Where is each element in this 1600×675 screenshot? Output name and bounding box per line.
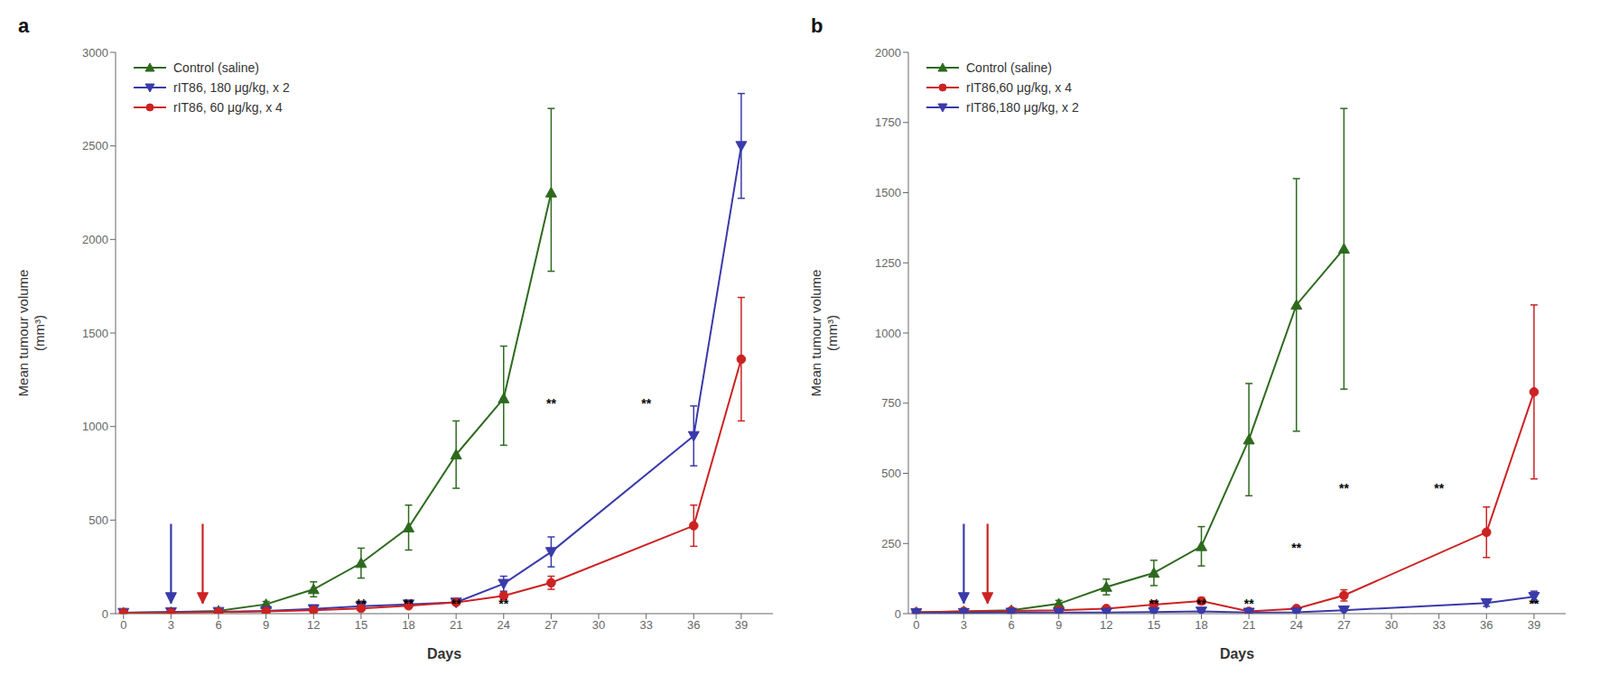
- svg-text:**: **: [451, 596, 462, 612]
- svg-text:**: **: [1196, 596, 1207, 612]
- svg-text:36: 36: [687, 618, 700, 633]
- svg-text:**: **: [1148, 596, 1159, 612]
- svg-text:**: **: [1339, 481, 1349, 496]
- svg-text:**: **: [641, 396, 652, 411]
- svg-text:3: 3: [167, 618, 175, 633]
- svg-text:Days: Days: [1219, 646, 1255, 662]
- svg-text:1500: 1500: [874, 186, 902, 200]
- svg-text:Mean tumour volume(mm³): Mean tumour volume(mm³): [808, 269, 840, 398]
- svg-text:**: **: [355, 596, 366, 612]
- svg-text:15: 15: [1147, 618, 1161, 633]
- svg-text:**: **: [1291, 540, 1302, 556]
- svg-text:9: 9: [262, 618, 270, 633]
- svg-text:21: 21: [449, 618, 463, 633]
- html-text:Control (saline): Control (saline): [966, 60, 1052, 75]
- svg-text:12: 12: [306, 618, 320, 633]
- svg-text:2000: 2000: [874, 46, 902, 60]
- svg-text:6: 6: [214, 618, 222, 633]
- svg-text:**: **: [1528, 596, 1539, 612]
- svg-text:0: 0: [912, 618, 920, 633]
- html-text:rIT86, 180 μg/kg, x 2: rIT86, 180 μg/kg, x 2: [173, 80, 290, 95]
- html-text:rIT86,60 μg/kg, x 4: rIT86,60 μg/kg, x 4: [966, 80, 1072, 95]
- svg-text:39: 39: [734, 618, 748, 633]
- svg-text:0: 0: [894, 607, 902, 622]
- svg-text:6: 6: [1007, 618, 1014, 633]
- svg-text:250: 250: [881, 537, 902, 551]
- svg-text:2500: 2500: [82, 139, 109, 153]
- svg-text:1000: 1000: [874, 326, 902, 341]
- svg-text:1500: 1500: [82, 326, 109, 341]
- svg-text:18: 18: [1194, 618, 1208, 633]
- svg-text:33: 33: [639, 618, 652, 633]
- html-text:rIT86,180 μg/kg, x 2: rIT86,180 μg/kg, x 2: [966, 100, 1079, 115]
- html-text:rIT86, 60 μg/kg, x 4: rIT86, 60 μg/kg, x 4: [173, 100, 283, 115]
- svg-text:3: 3: [960, 618, 968, 633]
- svg-text:33: 33: [1432, 618, 1445, 633]
- svg-text:30: 30: [592, 618, 605, 633]
- svg-text:**: **: [498, 596, 509, 612]
- svg-text:**: **: [546, 396, 557, 411]
- svg-text:**: **: [403, 596, 414, 612]
- svg-text:0: 0: [120, 618, 127, 633]
- svg-text:3000: 3000: [82, 46, 109, 60]
- svg-text:Days: Days: [427, 646, 462, 662]
- svg-text:12: 12: [1099, 618, 1113, 633]
- svg-text:1000: 1000: [82, 419, 109, 434]
- svg-text:0: 0: [102, 607, 109, 622]
- html-text:b: b: [810, 14, 824, 38]
- svg-text:27: 27: [1337, 618, 1350, 633]
- svg-text:18: 18: [401, 618, 415, 633]
- svg-text:21: 21: [1242, 618, 1256, 633]
- svg-text:**: **: [1244, 596, 1255, 612]
- svg-text:36: 36: [1479, 618, 1493, 633]
- html-text:Control (saline): Control (saline): [173, 60, 260, 75]
- svg-text:2000: 2000: [82, 232, 109, 247]
- svg-text:24: 24: [497, 618, 511, 633]
- svg-text:500: 500: [88, 513, 109, 528]
- svg-text:750: 750: [881, 396, 902, 410]
- svg-text:15: 15: [354, 618, 368, 633]
- svg-text:500: 500: [881, 466, 902, 481]
- html-text:a: a: [18, 14, 30, 38]
- svg-text:39: 39: [1527, 618, 1541, 633]
- svg-text:1250: 1250: [874, 256, 902, 270]
- svg-text:**: **: [1433, 481, 1444, 496]
- svg-text:27: 27: [544, 618, 558, 633]
- svg-text:1750: 1750: [874, 115, 902, 130]
- svg-text:9: 9: [1055, 618, 1062, 633]
- svg-text:30: 30: [1385, 618, 1398, 633]
- svg-text:24: 24: [1290, 618, 1303, 633]
- svg-text:Mean tumour volume(mm³): Mean tumour volume(mm³): [15, 269, 47, 398]
